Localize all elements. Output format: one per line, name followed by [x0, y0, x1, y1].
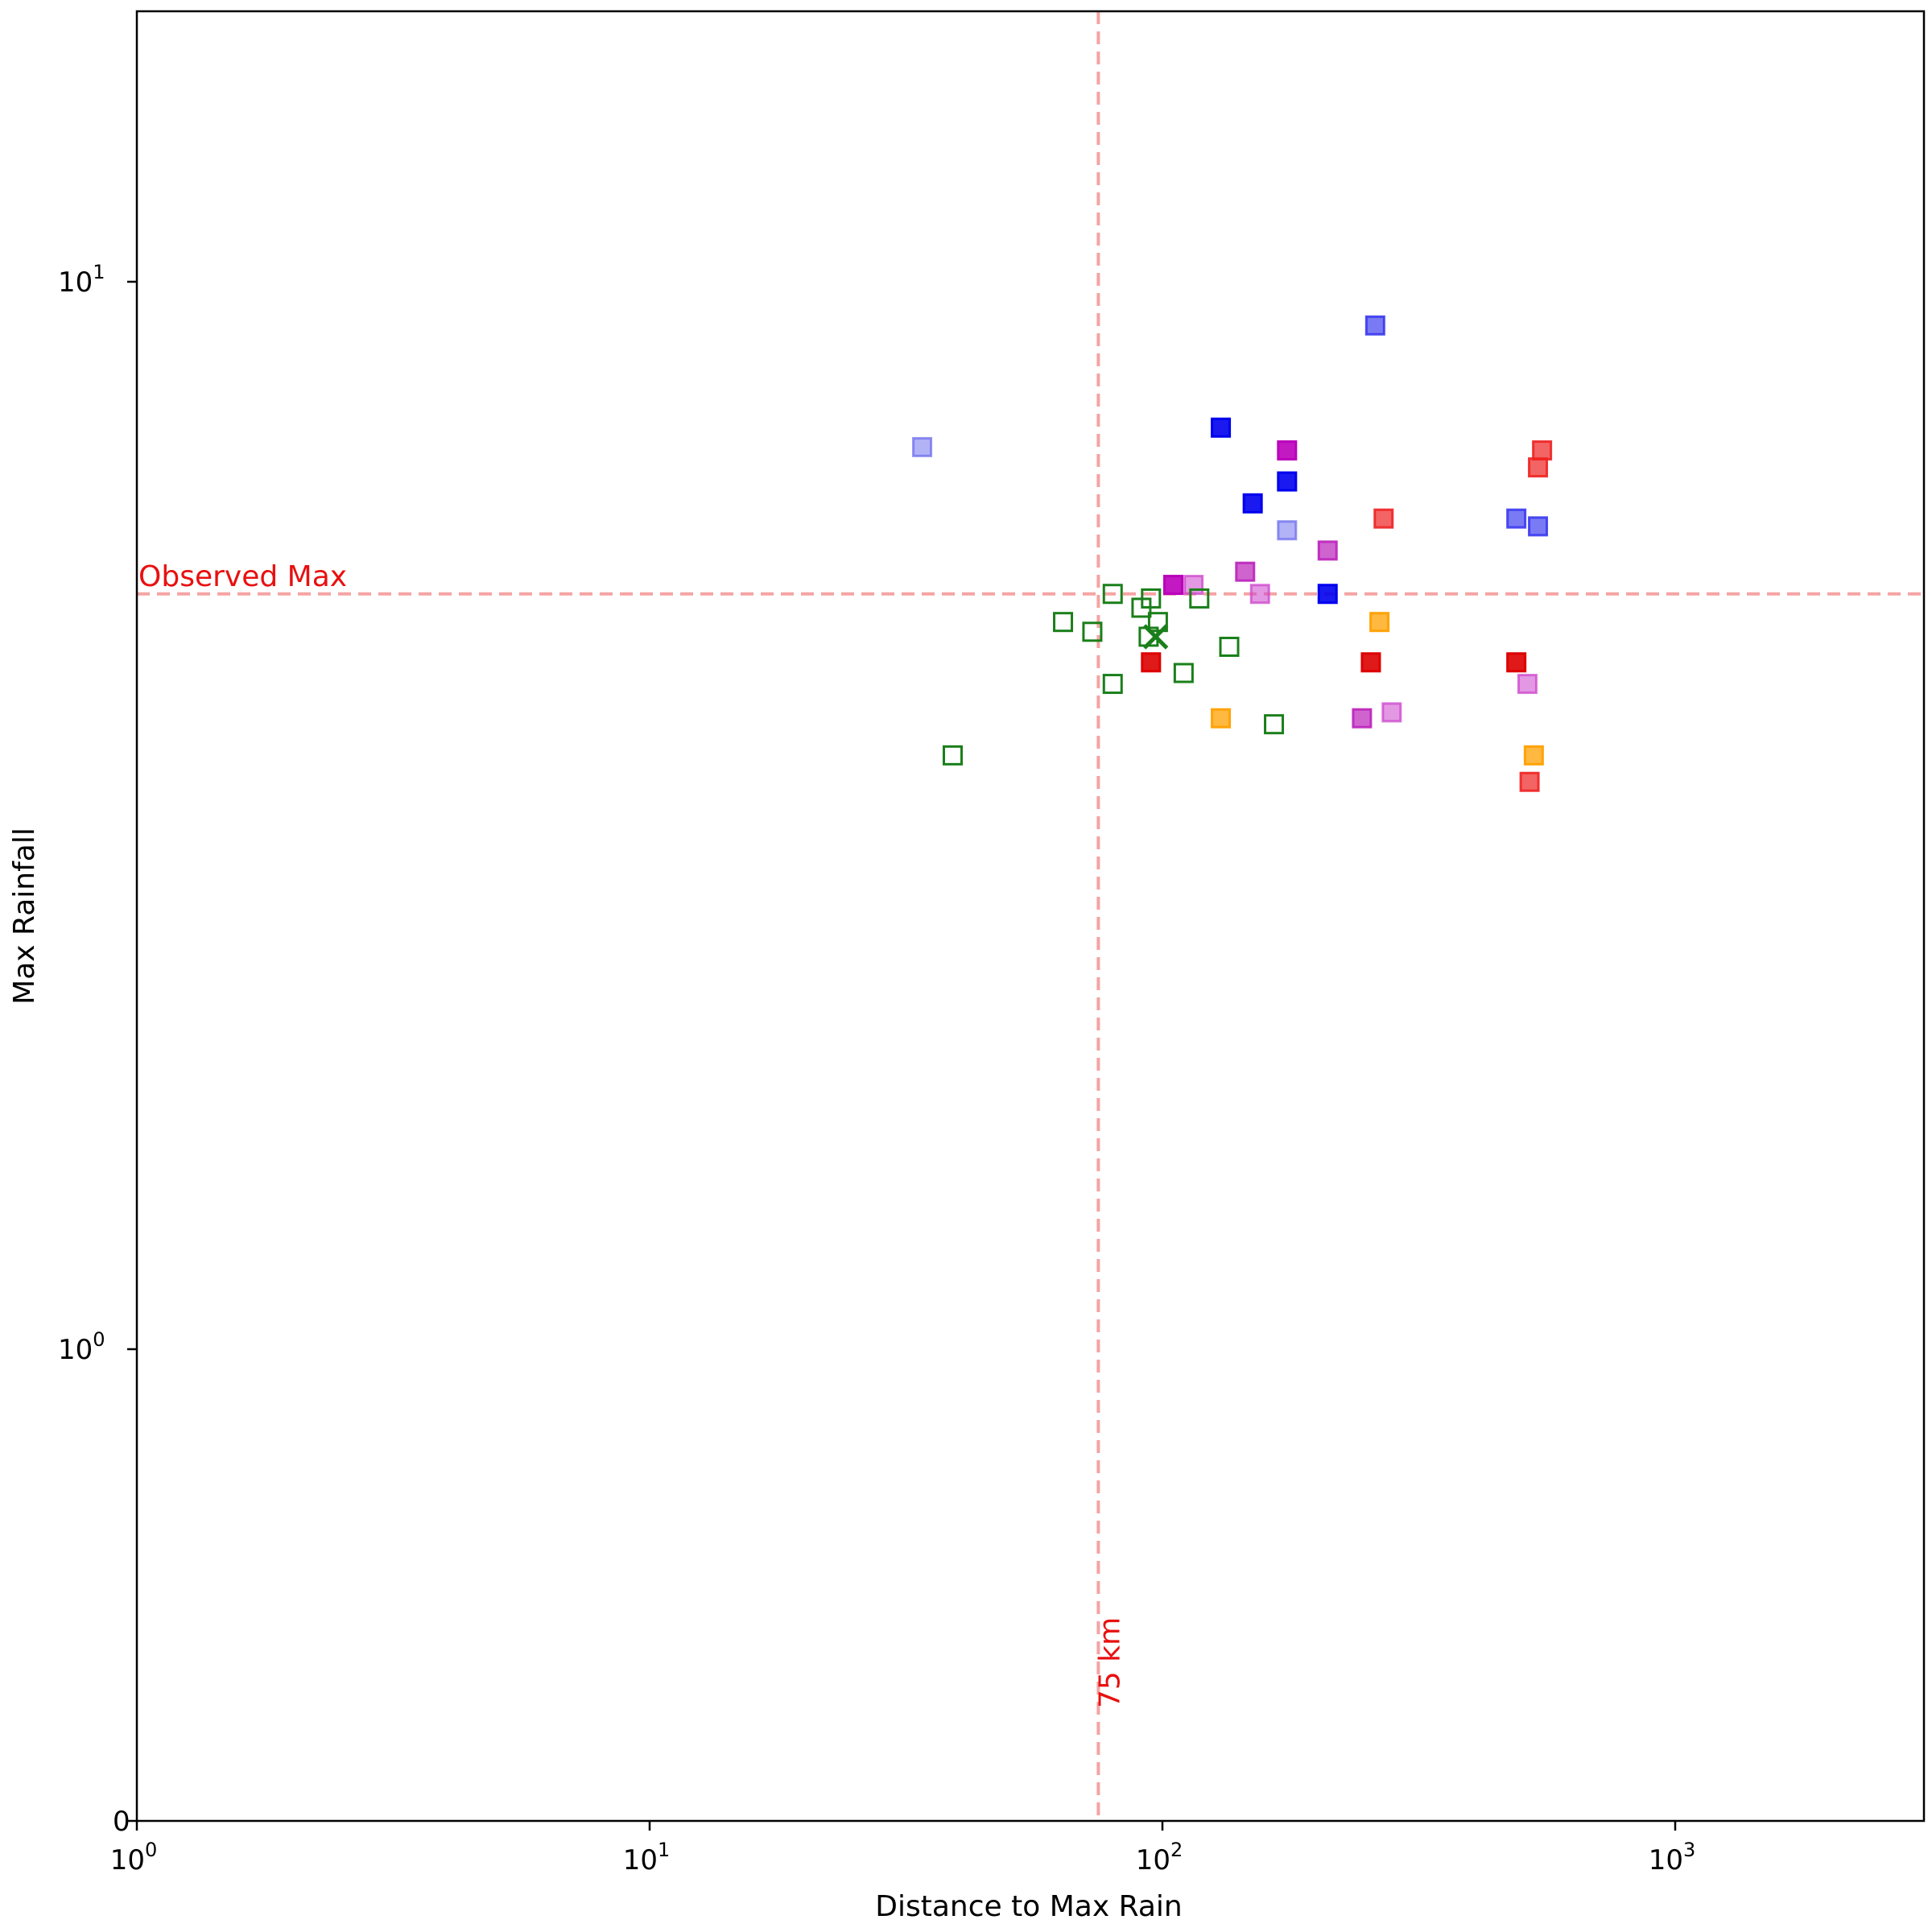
data-point	[1249, 584, 1270, 605]
reference-lines: 75 km Observed Max	[137, 11, 1924, 1821]
data-point	[912, 436, 933, 457]
data-point	[943, 745, 964, 766]
data-point	[1523, 745, 1544, 766]
data-point	[1082, 621, 1103, 642]
data-point	[1317, 540, 1338, 561]
x-tick-label: 101	[623, 1839, 671, 1876]
data-point	[1141, 652, 1162, 673]
y-tick-exponent: 1	[93, 261, 105, 283]
data-point	[1235, 561, 1256, 582]
data-point	[1352, 708, 1373, 729]
data-point	[1141, 588, 1162, 609]
data-point	[1381, 702, 1402, 723]
x-tick-label: 103	[1649, 1839, 1696, 1876]
data-points	[912, 315, 1553, 792]
y-tick-label: 0	[113, 1806, 130, 1838]
data-point	[1506, 508, 1527, 529]
data-point	[1102, 674, 1123, 695]
data-point	[1173, 663, 1194, 683]
horizontal-reference-label: Observed Max	[138, 560, 347, 593]
data-point-x-marker	[1142, 624, 1169, 650]
x-tick-exponent: 2	[1170, 1839, 1183, 1861]
data-point	[1211, 417, 1232, 438]
data-point	[1219, 636, 1240, 657]
data-point	[1264, 714, 1285, 735]
data-point	[1373, 508, 1394, 529]
data-point	[1277, 520, 1298, 541]
x-axis-title: Distance to Max Rain	[875, 1890, 1182, 1923]
data-point	[1317, 584, 1338, 605]
data-point	[1364, 315, 1385, 336]
vertical-reference-label: 75 km	[1093, 1617, 1126, 1708]
x-tick-exponent: 0	[145, 1839, 157, 1861]
data-point	[1242, 493, 1263, 514]
data-point	[1053, 612, 1074, 633]
data-point	[1277, 471, 1298, 492]
data-point	[1519, 771, 1540, 792]
data-point	[1506, 652, 1527, 673]
data-point	[1517, 674, 1538, 695]
data-point	[1528, 457, 1549, 478]
data-point	[1369, 612, 1390, 633]
plot-frame	[135, 10, 1926, 1823]
data-point	[1102, 584, 1123, 605]
data-point	[1528, 516, 1549, 537]
data-point	[1277, 440, 1298, 461]
data-point	[1532, 440, 1553, 461]
data-point	[1162, 575, 1183, 596]
y-axis-title: Max Rainfall	[8, 828, 41, 1005]
data-point	[1211, 708, 1232, 729]
data-point	[1360, 652, 1381, 673]
x-tick-exponent: 1	[658, 1839, 670, 1861]
data-point	[1183, 575, 1204, 596]
data-point	[1189, 588, 1210, 609]
x-tick-exponent: 3	[1683, 1839, 1695, 1861]
y-tick-exponent: 0	[93, 1328, 105, 1351]
